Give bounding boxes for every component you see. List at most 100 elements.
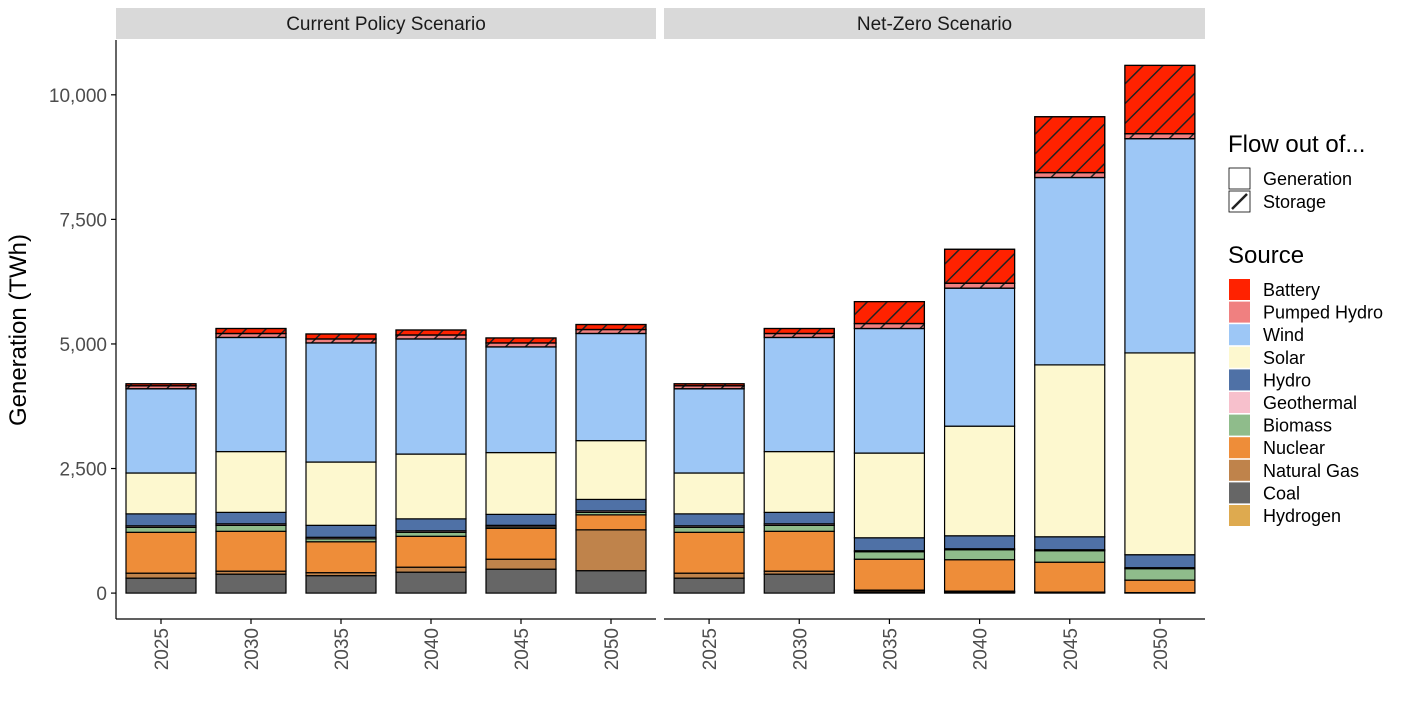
facet-title: Current Policy Scenario bbox=[286, 14, 486, 35]
bar-wind-2040 bbox=[395, 338, 467, 455]
bar-hydro-2035 bbox=[305, 524, 377, 538]
bar-nuclear-2025 bbox=[125, 531, 197, 574]
bar-natural-gas-2025 bbox=[125, 572, 197, 579]
bar-natural-gas-2050 bbox=[575, 529, 647, 572]
bar-coal-2035 bbox=[305, 575, 377, 594]
bar-nuclear-2025 bbox=[673, 531, 745, 574]
bar-solar-2050 bbox=[575, 440, 647, 501]
bar-wind-2050 bbox=[1124, 138, 1196, 354]
bar-solar-2035 bbox=[853, 452, 926, 539]
bar-nuclear-2045 bbox=[1034, 561, 1106, 593]
bar-solar-2045 bbox=[1034, 364, 1106, 538]
legend-label-geothermal: Geothermal bbox=[1263, 393, 1357, 413]
facet-strip bbox=[664, 8, 1205, 39]
y-tick-label: 10,000 bbox=[49, 86, 107, 107]
bar-nuclear-2045 bbox=[485, 527, 557, 560]
bar-wind-2050 bbox=[575, 332, 647, 442]
legend-source-title: Source bbox=[1228, 242, 1304, 269]
bar-wind-2035 bbox=[853, 327, 926, 454]
legend-swatch-wind bbox=[1229, 324, 1250, 346]
bar-wind-2045 bbox=[485, 346, 557, 454]
legend-label-nuclear: Nuclear bbox=[1263, 438, 1325, 458]
bar-wind-2045 bbox=[1034, 176, 1106, 366]
bar-hydro-2025 bbox=[125, 513, 197, 527]
legend-label-solar: Solar bbox=[1263, 348, 1305, 368]
bar-solar-2025 bbox=[673, 472, 745, 515]
bar-biomass-2045 bbox=[1034, 550, 1106, 563]
bar-solar-2035 bbox=[305, 461, 377, 526]
legend-label-biomass: Biomass bbox=[1263, 416, 1332, 436]
legend-stripe-mark bbox=[1231, 193, 1248, 210]
bar-wind-2025 bbox=[125, 388, 197, 474]
legend-swatch-nuclear bbox=[1229, 437, 1250, 459]
facets-layer: Current Policy Scenario 2025 2030 2035 2040 2… bbox=[116, 8, 1205, 670]
legend-swatch-geothermal bbox=[1229, 392, 1250, 413]
bar-solar-2045 bbox=[485, 451, 557, 515]
bar-coal-2030 bbox=[763, 573, 835, 594]
bar-biomass-2040 bbox=[943, 549, 1016, 561]
legend-label-generation: Generation bbox=[1263, 169, 1352, 189]
facet-title: Net-Zero Scenario bbox=[857, 14, 1012, 35]
bar-battery-2040-storage-hatch bbox=[943, 248, 1016, 284]
bar-wind-2025 bbox=[673, 388, 745, 474]
x-tick-label: 2045 bbox=[512, 628, 533, 670]
legend-swatch-pumped-hydro bbox=[1229, 301, 1250, 323]
bar-battery-2040-storage-hatch bbox=[395, 329, 467, 336]
bar-hydro-2030 bbox=[763, 511, 835, 525]
x-tick-label: 2035 bbox=[332, 628, 353, 670]
bar-pumped-hydro-2045-storage-hatch bbox=[1034, 171, 1106, 179]
bar-pumped-hydro-2035-storage-hatch bbox=[853, 322, 926, 330]
legend-swatch-biomass bbox=[1229, 414, 1250, 436]
bar-coal-2050 bbox=[575, 570, 647, 594]
bar-biomass-2035 bbox=[853, 551, 926, 560]
facet-strip bbox=[116, 8, 656, 39]
bar-nuclear-2030 bbox=[763, 530, 835, 572]
bar-biomass-2025 bbox=[125, 526, 197, 533]
bar-nuclear-2040 bbox=[943, 559, 1016, 592]
legend-swatch-battery bbox=[1229, 279, 1250, 300]
bar-coal-2030 bbox=[215, 573, 287, 594]
legend-label-coal: Coal bbox=[1263, 483, 1300, 503]
x-tick-label: 2045 bbox=[1061, 628, 1082, 670]
legend-flow-items: Generation Storage bbox=[1228, 167, 1352, 213]
y-axis: 0 2,500 5,000 7,500 10,000 bbox=[49, 40, 117, 619]
bar-solar-2030 bbox=[215, 450, 287, 513]
legend-swatch-hydrogen bbox=[1229, 505, 1250, 526]
bar-hydro-2050 bbox=[1124, 554, 1196, 569]
y-tick-label: 2,500 bbox=[59, 460, 107, 481]
x-tick-label: 2030 bbox=[242, 628, 263, 670]
x-tick-label: 2050 bbox=[602, 628, 623, 670]
bar-hydro-2040 bbox=[943, 535, 1016, 550]
bar-biomass-2030 bbox=[215, 524, 287, 532]
bar-battery-2035-storage-hatch bbox=[853, 300, 926, 325]
bar-battery-2025-storage-hatch bbox=[125, 383, 197, 387]
bar-hydro-2030 bbox=[215, 511, 287, 525]
y-axis-title: Generation (TWh) bbox=[5, 234, 32, 426]
bar-battery-2050-storage-hatch bbox=[575, 323, 647, 331]
bar-solar-2030 bbox=[763, 450, 835, 513]
legend-key-generation bbox=[1228, 167, 1251, 190]
y-tick-label: 5,000 bbox=[59, 335, 107, 356]
x-tick-label: 2030 bbox=[790, 628, 811, 670]
y-tick-label: 0 bbox=[96, 584, 107, 605]
bar-nuclear-2035 bbox=[853, 558, 926, 591]
bar-battery-2045-storage-hatch bbox=[485, 337, 557, 344]
bar-battery-2035-storage-hatch bbox=[305, 333, 377, 340]
bar-coal-2045 bbox=[485, 568, 557, 594]
x-tick-label: 2025 bbox=[700, 628, 721, 670]
bar-wind-2030 bbox=[763, 336, 835, 453]
legend-swatch-hydro bbox=[1229, 369, 1250, 391]
legend-swatch-natural-gas bbox=[1229, 459, 1250, 481]
legend-label-hydro: Hydro bbox=[1263, 370, 1311, 390]
legend-label-hydrogen: Hydrogen bbox=[1263, 506, 1341, 526]
x-tick-label: 2035 bbox=[880, 628, 901, 670]
bar-nuclear-2035 bbox=[305, 541, 377, 574]
bar-battery-2030-storage-hatch bbox=[763, 327, 835, 335]
bar-solar-2050 bbox=[1124, 352, 1196, 556]
bar-nuclear-2030 bbox=[215, 530, 287, 572]
bar-battery-2025-storage-hatch bbox=[673, 383, 745, 387]
x-tick-label: 2050 bbox=[1151, 628, 1172, 670]
